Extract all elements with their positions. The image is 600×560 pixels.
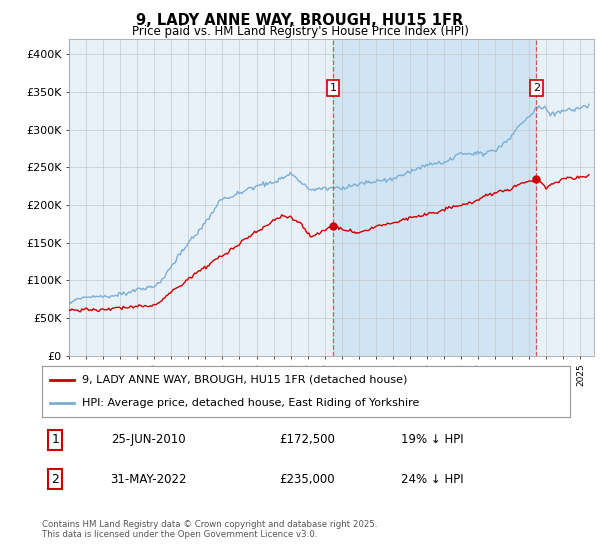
Text: 1: 1 xyxy=(330,83,337,93)
Text: 31-MAY-2022: 31-MAY-2022 xyxy=(110,473,187,486)
Text: £172,500: £172,500 xyxy=(280,433,335,446)
Text: 9, LADY ANNE WAY, BROUGH, HU15 1FR: 9, LADY ANNE WAY, BROUGH, HU15 1FR xyxy=(136,13,464,27)
Text: 2: 2 xyxy=(533,83,540,93)
Text: Contains HM Land Registry data © Crown copyright and database right 2025.
This d: Contains HM Land Registry data © Crown c… xyxy=(42,520,377,539)
Text: £235,000: £235,000 xyxy=(280,473,335,486)
Text: 9, LADY ANNE WAY, BROUGH, HU15 1FR (detached house): 9, LADY ANNE WAY, BROUGH, HU15 1FR (deta… xyxy=(82,375,407,385)
Text: HPI: Average price, detached house, East Riding of Yorkshire: HPI: Average price, detached house, East… xyxy=(82,398,419,408)
Text: 25-JUN-2010: 25-JUN-2010 xyxy=(110,433,185,446)
Text: 19% ↓ HPI: 19% ↓ HPI xyxy=(401,433,464,446)
Text: 2: 2 xyxy=(51,473,59,486)
Text: 1: 1 xyxy=(51,433,59,446)
Text: Price paid vs. HM Land Registry's House Price Index (HPI): Price paid vs. HM Land Registry's House … xyxy=(131,25,469,38)
Text: 24% ↓ HPI: 24% ↓ HPI xyxy=(401,473,464,486)
Bar xyxy=(333,39,536,356)
